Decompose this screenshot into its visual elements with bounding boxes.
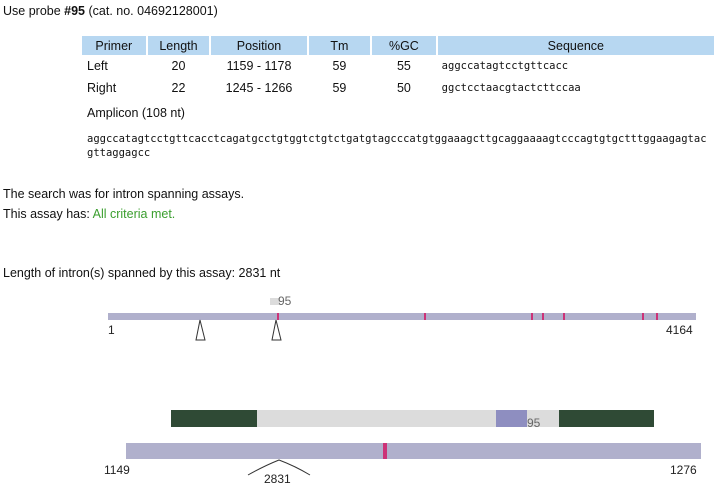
intron-length-label: 2831 xyxy=(264,472,291,486)
exon-boundary-marker xyxy=(424,313,426,320)
assay-prefix: This assay has: xyxy=(3,207,93,221)
exon-boundary-marker xyxy=(531,313,533,320)
detail-end-label: 1276 xyxy=(670,463,697,477)
header-primer: Primer xyxy=(82,36,148,55)
criteria-status: All criteria met. xyxy=(92,207,176,221)
primer-sequence: ggctcctaacgtactcttccaa xyxy=(441,82,581,94)
primer-sequence: aggccatagtcctgttcacc xyxy=(441,60,569,72)
amplicon-label: Amplicon (108 nt) xyxy=(87,106,185,120)
assay-status-line: This assay has: All criteria met. xyxy=(3,207,175,221)
primer-name: Left xyxy=(87,59,108,73)
primer-table-header: Primer Length Position Tm %GC Sequence xyxy=(82,36,714,55)
probe-block xyxy=(496,410,527,427)
primer-position: 1159 - 1178 xyxy=(226,59,292,73)
primer-tm: 59 xyxy=(332,81,347,95)
overview-track xyxy=(108,313,696,320)
detail-track-group: 95 1149 1276 2831 xyxy=(104,410,701,486)
primer-length: 20 xyxy=(171,59,186,73)
overview-start-label: 1 xyxy=(108,323,115,337)
exon-boundary-marker xyxy=(642,313,644,320)
header-length: Length xyxy=(146,36,212,55)
probe-catalog: (cat. no. 04692128001) xyxy=(85,4,218,18)
header-gc: %GC xyxy=(371,36,438,55)
header-tm: Tm xyxy=(307,36,373,55)
primer-table: Primer Length Position Tm %GC Sequence L… xyxy=(82,36,714,99)
right-primer-block xyxy=(559,410,654,427)
table-row: Right 22 1245 - 1266 59 50 ggctcctaacgta… xyxy=(82,77,714,99)
detail-start-label: 1149 xyxy=(104,463,130,477)
overview-track-group: 95 1 4164 xyxy=(108,294,696,341)
overview-probe-mark xyxy=(270,298,280,305)
intron-length-text: Length of intron(s) spanned by this assa… xyxy=(3,266,281,280)
exon-junction-marker xyxy=(383,443,387,459)
exon-boundary-marker xyxy=(542,313,544,320)
primer-tm: 59 xyxy=(332,59,347,73)
header-sequence: Sequence xyxy=(436,36,714,55)
intron-caret-icon xyxy=(247,459,311,476)
exon-boundary-marker xyxy=(656,313,658,320)
primer-position: 1245 - 1266 xyxy=(225,81,293,95)
overview-probe-label: 95 xyxy=(278,294,292,308)
primer-arrow-icon xyxy=(195,319,206,341)
detail-track xyxy=(126,443,701,459)
primer-arrow-icon xyxy=(271,319,282,341)
amplicon-sequence: aggccatagtcctgttcacctcagatgcctgtggtctgtc… xyxy=(87,133,707,159)
detail-probe-label: 95 xyxy=(527,416,541,430)
header-position: Position xyxy=(210,36,309,55)
probe-number: #95 xyxy=(64,4,86,18)
primer-gc: 55 xyxy=(396,59,411,73)
primer-length: 22 xyxy=(171,81,186,95)
amplicon-region xyxy=(171,410,654,427)
table-row: Left 20 1159 - 1178 59 55 aggccatagtcctg… xyxy=(82,55,714,77)
primer-name: Right xyxy=(87,81,117,95)
probe-line: Use probe #95 (cat. no. 04692128001) xyxy=(3,4,218,18)
primer-gc: 50 xyxy=(396,81,411,95)
left-primer-block xyxy=(171,410,257,427)
search-description: The search was for intron spanning assay… xyxy=(3,187,245,201)
probe-prefix: Use probe xyxy=(3,4,65,18)
exon-boundary-marker xyxy=(563,313,565,320)
overview-end-label: 4164 xyxy=(666,323,693,337)
exon-boundary-marker xyxy=(277,313,279,320)
